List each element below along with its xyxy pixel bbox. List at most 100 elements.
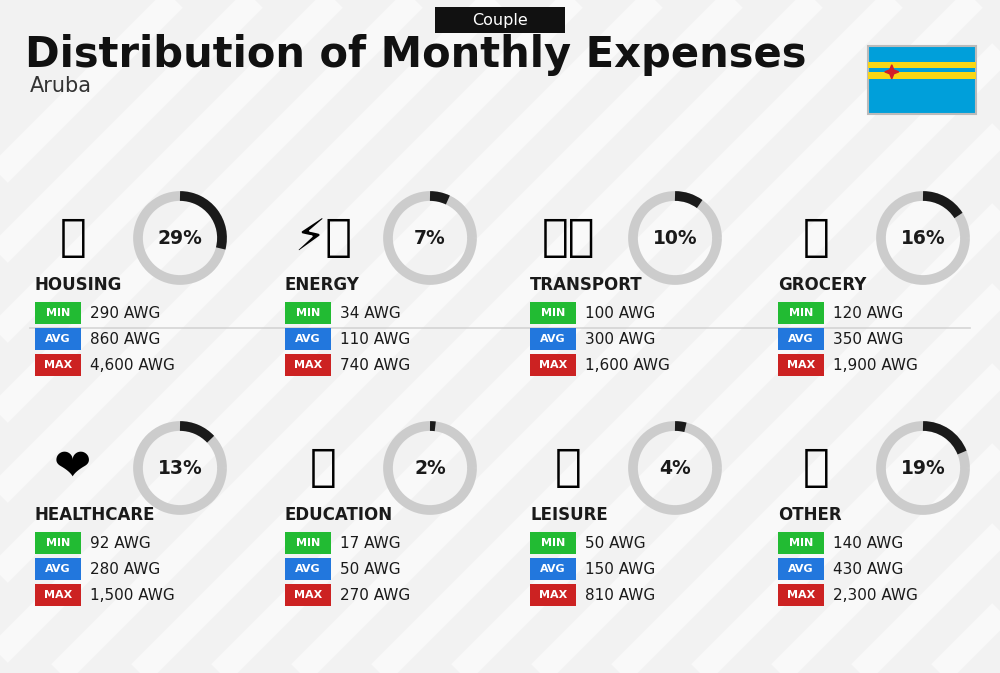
FancyBboxPatch shape [35, 302, 81, 324]
FancyBboxPatch shape [778, 328, 824, 350]
Text: MIN: MIN [296, 538, 320, 548]
Text: AVG: AVG [295, 334, 321, 344]
Text: AVG: AVG [788, 564, 814, 574]
Text: MIN: MIN [46, 308, 70, 318]
Text: 16%: 16% [901, 229, 945, 248]
Text: AVG: AVG [540, 334, 566, 344]
FancyBboxPatch shape [35, 558, 81, 580]
Text: 🏢: 🏢 [60, 217, 86, 260]
Text: 🎓: 🎓 [310, 446, 336, 489]
Text: AVG: AVG [45, 334, 71, 344]
Text: MIN: MIN [46, 538, 70, 548]
Text: MIN: MIN [789, 308, 813, 318]
Text: 7%: 7% [414, 229, 446, 248]
Text: MIN: MIN [541, 538, 565, 548]
Text: MAX: MAX [44, 360, 72, 370]
Text: 280 AWG: 280 AWG [90, 561, 160, 577]
Text: AVG: AVG [45, 564, 71, 574]
FancyBboxPatch shape [778, 558, 824, 580]
FancyBboxPatch shape [868, 62, 976, 69]
Text: 300 AWG: 300 AWG [585, 332, 655, 347]
Text: MIN: MIN [296, 308, 320, 318]
FancyBboxPatch shape [778, 302, 824, 324]
FancyBboxPatch shape [35, 584, 81, 606]
Text: 430 AWG: 430 AWG [833, 561, 903, 577]
Text: 92 AWG: 92 AWG [90, 536, 151, 551]
Text: MIN: MIN [541, 308, 565, 318]
Text: 810 AWG: 810 AWG [585, 588, 655, 602]
Text: AVG: AVG [540, 564, 566, 574]
Text: Aruba: Aruba [30, 76, 92, 96]
FancyBboxPatch shape [778, 532, 824, 554]
Text: 10%: 10% [653, 229, 697, 248]
Text: EDUCATION: EDUCATION [285, 506, 393, 524]
FancyBboxPatch shape [530, 328, 576, 350]
Text: 140 AWG: 140 AWG [833, 536, 903, 551]
Text: 🛒: 🛒 [803, 217, 829, 260]
Text: Distribution of Monthly Expenses: Distribution of Monthly Expenses [25, 34, 806, 76]
Text: 350 AWG: 350 AWG [833, 332, 903, 347]
Text: 19%: 19% [901, 458, 945, 478]
FancyBboxPatch shape [285, 302, 331, 324]
Text: 17 AWG: 17 AWG [340, 536, 401, 551]
Text: MAX: MAX [539, 360, 567, 370]
Text: MAX: MAX [787, 360, 815, 370]
Text: ENERGY: ENERGY [285, 276, 360, 294]
Text: 4,600 AWG: 4,600 AWG [90, 357, 175, 372]
FancyBboxPatch shape [285, 584, 331, 606]
Text: MIN: MIN [789, 538, 813, 548]
Text: 50 AWG: 50 AWG [585, 536, 646, 551]
Text: 270 AWG: 270 AWG [340, 588, 410, 602]
Text: 1,900 AWG: 1,900 AWG [833, 357, 918, 372]
FancyBboxPatch shape [285, 328, 331, 350]
Text: MAX: MAX [539, 590, 567, 600]
Text: Couple: Couple [472, 13, 528, 28]
FancyBboxPatch shape [530, 354, 576, 376]
Text: MAX: MAX [44, 590, 72, 600]
Text: 💰: 💰 [803, 446, 829, 489]
FancyBboxPatch shape [530, 584, 576, 606]
Text: 2%: 2% [414, 458, 446, 478]
Text: 110 AWG: 110 AWG [340, 332, 410, 347]
Text: 2,300 AWG: 2,300 AWG [833, 588, 918, 602]
Text: HOUSING: HOUSING [35, 276, 122, 294]
FancyBboxPatch shape [285, 558, 331, 580]
Text: ⚡🏠: ⚡🏠 [294, 217, 352, 260]
FancyBboxPatch shape [435, 7, 565, 33]
FancyBboxPatch shape [285, 354, 331, 376]
Text: 34 AWG: 34 AWG [340, 306, 401, 320]
Text: 1,500 AWG: 1,500 AWG [90, 588, 175, 602]
Text: TRANSPORT: TRANSPORT [530, 276, 643, 294]
Text: 860 AWG: 860 AWG [90, 332, 160, 347]
Text: MAX: MAX [294, 590, 322, 600]
FancyBboxPatch shape [868, 46, 976, 114]
Text: 13%: 13% [158, 458, 202, 478]
FancyBboxPatch shape [35, 354, 81, 376]
FancyBboxPatch shape [778, 354, 824, 376]
FancyBboxPatch shape [868, 72, 976, 79]
Text: 29%: 29% [158, 229, 202, 248]
Text: LEISURE: LEISURE [530, 506, 608, 524]
Text: 290 AWG: 290 AWG [90, 306, 160, 320]
Text: ❤️: ❤️ [54, 446, 92, 489]
Polygon shape [885, 65, 899, 79]
Text: GROCERY: GROCERY [778, 276, 866, 294]
Text: 100 AWG: 100 AWG [585, 306, 655, 320]
Text: 740 AWG: 740 AWG [340, 357, 410, 372]
Text: MAX: MAX [787, 590, 815, 600]
FancyBboxPatch shape [530, 302, 576, 324]
Text: HEALTHCARE: HEALTHCARE [35, 506, 156, 524]
FancyBboxPatch shape [778, 584, 824, 606]
FancyBboxPatch shape [530, 532, 576, 554]
Text: 50 AWG: 50 AWG [340, 561, 401, 577]
FancyBboxPatch shape [35, 328, 81, 350]
Text: 4%: 4% [659, 458, 691, 478]
Text: 150 AWG: 150 AWG [585, 561, 655, 577]
Text: OTHER: OTHER [778, 506, 842, 524]
FancyBboxPatch shape [35, 532, 81, 554]
Text: MAX: MAX [294, 360, 322, 370]
Text: 🛍️: 🛍️ [555, 446, 581, 489]
FancyBboxPatch shape [285, 532, 331, 554]
Text: 120 AWG: 120 AWG [833, 306, 903, 320]
Text: AVG: AVG [295, 564, 321, 574]
